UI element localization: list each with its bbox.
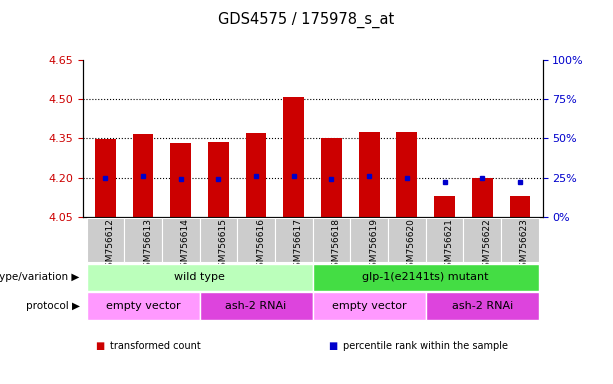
FancyBboxPatch shape: [313, 293, 425, 320]
FancyBboxPatch shape: [425, 293, 539, 320]
Bar: [208, 142, 229, 217]
Text: wild type: wild type: [174, 272, 225, 283]
Bar: [509, 197, 530, 217]
FancyBboxPatch shape: [425, 218, 463, 262]
Text: GSM756617: GSM756617: [294, 218, 303, 273]
Text: transformed count: transformed count: [110, 341, 201, 351]
Text: GSM756622: GSM756622: [482, 218, 491, 273]
Bar: [359, 132, 379, 217]
Text: GSM756616: GSM756616: [256, 218, 265, 273]
Bar: [321, 138, 342, 217]
Bar: [170, 144, 191, 217]
Text: ■: ■: [328, 341, 337, 351]
Text: empty vector: empty vector: [105, 301, 180, 311]
Text: glp-1(e2141ts) mutant: glp-1(e2141ts) mutant: [362, 272, 489, 283]
FancyBboxPatch shape: [200, 293, 313, 320]
FancyBboxPatch shape: [313, 263, 539, 291]
Text: GSM756621: GSM756621: [444, 218, 454, 273]
FancyBboxPatch shape: [350, 218, 388, 262]
Text: GSM756620: GSM756620: [407, 218, 416, 273]
Bar: [283, 97, 304, 217]
Text: GSM756614: GSM756614: [181, 218, 190, 273]
Text: GDS4575 / 175978_s_at: GDS4575 / 175978_s_at: [218, 12, 395, 28]
Text: GSM756613: GSM756613: [143, 218, 152, 273]
Text: GSM756618: GSM756618: [332, 218, 340, 273]
FancyBboxPatch shape: [86, 218, 124, 262]
FancyBboxPatch shape: [162, 218, 200, 262]
Text: percentile rank within the sample: percentile rank within the sample: [343, 341, 508, 351]
Text: protocol ▶: protocol ▶: [26, 301, 80, 311]
Text: genotype/variation ▶: genotype/variation ▶: [0, 272, 80, 283]
Bar: [472, 179, 493, 217]
Bar: [132, 134, 153, 217]
Text: ash-2 RNAi: ash-2 RNAi: [452, 301, 513, 311]
Text: GSM756612: GSM756612: [105, 218, 115, 273]
FancyBboxPatch shape: [463, 218, 501, 262]
Text: GSM756623: GSM756623: [520, 218, 529, 273]
Text: GSM756619: GSM756619: [369, 218, 378, 273]
Text: ■: ■: [95, 341, 104, 351]
Bar: [397, 132, 417, 217]
FancyBboxPatch shape: [86, 263, 313, 291]
Text: ash-2 RNAi: ash-2 RNAi: [226, 301, 287, 311]
Bar: [95, 139, 116, 217]
Bar: [434, 197, 455, 217]
Bar: [246, 133, 267, 217]
Text: GSM756615: GSM756615: [218, 218, 227, 273]
FancyBboxPatch shape: [501, 218, 539, 262]
FancyBboxPatch shape: [313, 218, 350, 262]
Text: empty vector: empty vector: [332, 301, 406, 311]
FancyBboxPatch shape: [200, 218, 237, 262]
FancyBboxPatch shape: [237, 218, 275, 262]
FancyBboxPatch shape: [86, 293, 200, 320]
FancyBboxPatch shape: [124, 218, 162, 262]
FancyBboxPatch shape: [388, 218, 425, 262]
FancyBboxPatch shape: [275, 218, 313, 262]
